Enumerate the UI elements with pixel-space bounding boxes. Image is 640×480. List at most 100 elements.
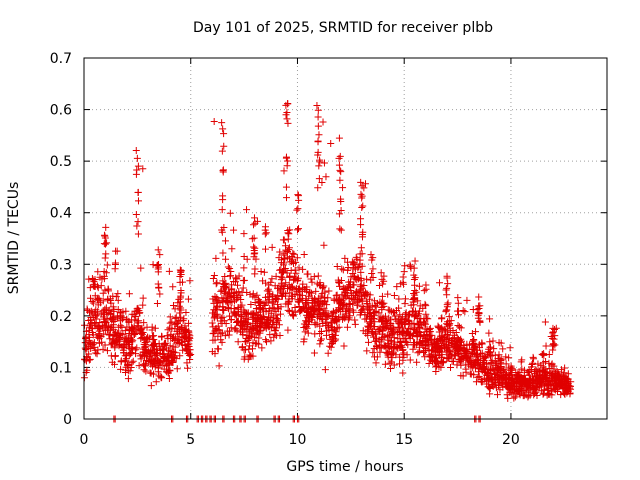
data-point (125, 360, 133, 368)
data-point (323, 301, 331, 309)
data-point (98, 309, 106, 317)
data-point (247, 323, 255, 331)
data-point (457, 361, 465, 369)
data-point (382, 348, 390, 356)
data-point (356, 283, 364, 291)
data-point (97, 282, 105, 290)
data-point (322, 173, 330, 181)
data-point (166, 366, 174, 374)
data-point (86, 355, 94, 363)
data-point (529, 353, 537, 361)
data-point (300, 251, 308, 259)
data-point (284, 306, 292, 314)
data-point (372, 359, 380, 367)
data-point (129, 325, 137, 333)
data-point (462, 365, 470, 373)
data-point (111, 360, 119, 368)
data-point (487, 366, 495, 374)
data-point (113, 312, 121, 320)
data-point (434, 357, 442, 365)
data-point (486, 343, 494, 351)
data-point (443, 306, 451, 314)
data-point (438, 324, 446, 332)
data-point (264, 285, 272, 293)
data-point (530, 375, 538, 383)
data-point (316, 158, 324, 166)
data-point (221, 332, 229, 340)
data-point (359, 202, 367, 210)
data-point (142, 357, 150, 365)
data-point (171, 321, 179, 329)
data-point (427, 337, 435, 345)
data-point (541, 318, 549, 326)
data-point (241, 324, 249, 332)
data-point (303, 287, 311, 295)
data-point (227, 316, 235, 324)
data-point (336, 300, 344, 308)
data-point (171, 314, 179, 322)
data-point (552, 324, 560, 332)
data-point (410, 295, 418, 303)
data-point (215, 326, 223, 334)
data-point (100, 275, 108, 283)
data-point (161, 339, 169, 347)
data-point (255, 334, 263, 342)
data-point (122, 356, 130, 364)
data-point (134, 197, 142, 205)
data-point (263, 287, 271, 295)
data-point (252, 305, 260, 313)
data-point (124, 375, 132, 383)
data-point (106, 295, 114, 303)
data-point (288, 282, 296, 290)
data-point (152, 378, 160, 386)
data-point (117, 357, 125, 365)
data-point (215, 362, 223, 370)
data-point (241, 346, 249, 354)
data-point (214, 322, 222, 330)
data-point (261, 301, 269, 309)
data-point (541, 365, 549, 373)
data-point (380, 323, 388, 331)
data-point (313, 101, 321, 109)
data-point (308, 303, 316, 311)
data-point (535, 374, 543, 382)
data-point (88, 298, 96, 306)
data-point (143, 338, 151, 346)
data-point (171, 353, 179, 361)
data-point (389, 329, 397, 337)
data-point (335, 323, 343, 331)
data-point (390, 291, 398, 299)
data-point (219, 249, 227, 257)
data-point (102, 269, 110, 277)
data-point (253, 339, 261, 347)
data-point (518, 383, 526, 391)
data-point (114, 290, 122, 298)
data-point (282, 183, 290, 191)
data-point (454, 311, 462, 319)
data-point (181, 332, 189, 340)
data-point (280, 251, 288, 259)
x-tick-label: 10 (289, 432, 307, 448)
data-point (137, 264, 145, 272)
data-point (454, 299, 462, 307)
x-axis-label: GPS time / hours (286, 459, 403, 475)
data-point (414, 310, 422, 318)
data-point (387, 358, 395, 366)
data-point (321, 315, 329, 323)
data-point (490, 373, 498, 381)
data-point (226, 209, 234, 217)
data-point (153, 299, 161, 307)
data-point (509, 375, 517, 383)
data-point (357, 215, 365, 223)
data-point (232, 325, 240, 333)
data-point (479, 360, 487, 368)
data-point (241, 318, 249, 326)
data-point (518, 356, 526, 364)
data-point (320, 241, 328, 249)
data-point (333, 263, 341, 271)
data-point (321, 366, 329, 374)
data-point (133, 222, 141, 230)
data-point (331, 315, 339, 323)
data-point (255, 340, 263, 348)
data-point (231, 311, 239, 319)
